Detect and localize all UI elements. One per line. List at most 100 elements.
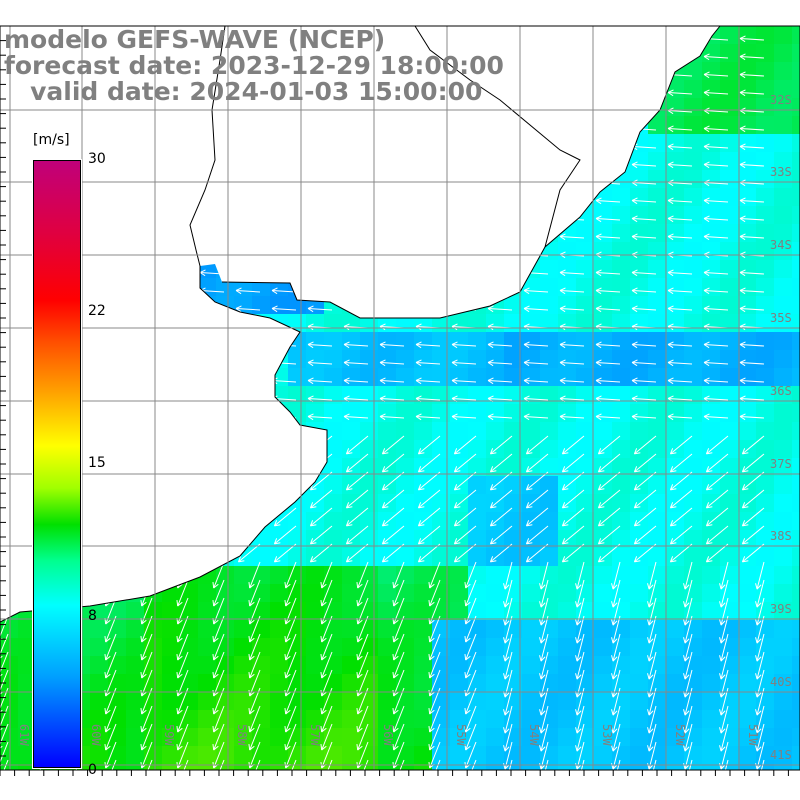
speed-cell (738, 314, 756, 332)
speed-cell (270, 188, 288, 206)
speed-cell (90, 566, 108, 584)
speed-cell (144, 314, 162, 332)
speed-cell (522, 242, 540, 260)
speed-cell (108, 584, 126, 602)
wind-arrow (631, 53, 657, 61)
wind-arrow (739, 215, 765, 223)
speed-cell (288, 512, 306, 530)
speed-cell (540, 458, 558, 476)
speed-cell (666, 674, 684, 692)
wind-arrow (0, 633, 9, 661)
speed-cell (396, 206, 414, 224)
wind-arrow (285, 759, 297, 770)
speed-cell (630, 566, 648, 584)
speed-cell (558, 710, 576, 728)
wind-arrow (235, 143, 261, 151)
speed-cell (774, 116, 792, 134)
wind-arrow (703, 53, 729, 61)
speed-cell (684, 224, 702, 242)
wind-arrow (321, 759, 333, 770)
speed-cell (270, 566, 288, 584)
wind-arrow (667, 197, 693, 205)
speed-cell (648, 350, 666, 368)
speed-cell (720, 314, 738, 332)
speed-cell (504, 206, 522, 224)
speed-cell (738, 584, 756, 602)
speed-cell (630, 746, 648, 764)
speed-cell (738, 116, 756, 134)
speed-cell (702, 674, 720, 692)
speed-cell (540, 188, 558, 206)
speed-cell (684, 674, 702, 692)
speed-cell (738, 188, 756, 206)
speed-cell (738, 566, 756, 584)
speed-cell (504, 746, 522, 764)
wind-arrow (525, 471, 549, 491)
speed-cell (396, 152, 414, 170)
speed-cell (90, 134, 108, 152)
speed-cell (342, 170, 360, 188)
speed-cell (90, 620, 108, 638)
speed-cell (612, 350, 630, 368)
speed-cell (774, 512, 792, 530)
speed-cell (342, 278, 360, 296)
speed-cell (576, 728, 594, 746)
speed-cell (108, 566, 126, 584)
speed-cell (342, 242, 360, 260)
wind-arrow (739, 197, 765, 205)
speed-cell (414, 494, 432, 512)
speed-cell (180, 494, 198, 512)
wind-arrow (284, 561, 297, 589)
wind-arrow (271, 125, 297, 133)
speed-cell (270, 224, 288, 242)
wind-arrow (212, 615, 225, 643)
wind-arrow (595, 377, 621, 385)
speed-cell (126, 602, 144, 620)
wind-arrow (163, 179, 189, 187)
speed-cell (126, 692, 144, 710)
wind-arrow (503, 687, 513, 716)
wind-arrow (451, 197, 477, 205)
speed-cell (486, 278, 504, 296)
speed-cell (774, 458, 792, 476)
speed-cell (90, 422, 108, 440)
speed-cell (666, 512, 684, 530)
colorbar-tick: 8 (88, 608, 97, 624)
speed-cell (450, 440, 468, 458)
speed-cell (90, 512, 108, 530)
speed-cell (306, 440, 324, 458)
wind-arrow (93, 489, 117, 509)
speed-cell (360, 530, 378, 548)
speed-cell (540, 152, 558, 170)
wind-arrow (212, 723, 225, 751)
wind-arrow (307, 305, 333, 313)
wind-arrow (127, 233, 153, 241)
speed-cell (792, 458, 800, 476)
speed-cell (522, 656, 540, 674)
speed-cell (774, 620, 792, 638)
speed-cell (648, 206, 666, 224)
speed-cell (648, 422, 666, 440)
wind-arrow (683, 597, 693, 626)
wind-arrow (356, 723, 369, 751)
forecast-date: forecast date: 2023-12-29 18:00:00 (4, 51, 504, 80)
speed-cell (18, 746, 36, 764)
wind-arrow (127, 269, 153, 277)
speed-cell (720, 620, 738, 638)
speed-cell (198, 584, 216, 602)
wind-arrow (212, 651, 225, 679)
wind-arrow (705, 471, 729, 491)
speed-cell (468, 170, 486, 188)
wind-arrow (667, 269, 693, 277)
speed-cell (792, 494, 800, 512)
speed-cell (198, 458, 216, 476)
speed-cell (594, 350, 612, 368)
wind-arrow (201, 507, 225, 527)
wind-arrow (199, 125, 225, 133)
wind-arrow (631, 359, 657, 367)
speed-cell (612, 224, 630, 242)
speed-cell (612, 278, 630, 296)
wind-arrow (163, 359, 189, 367)
wind-arrow (212, 579, 225, 607)
wind-arrow (91, 341, 117, 349)
